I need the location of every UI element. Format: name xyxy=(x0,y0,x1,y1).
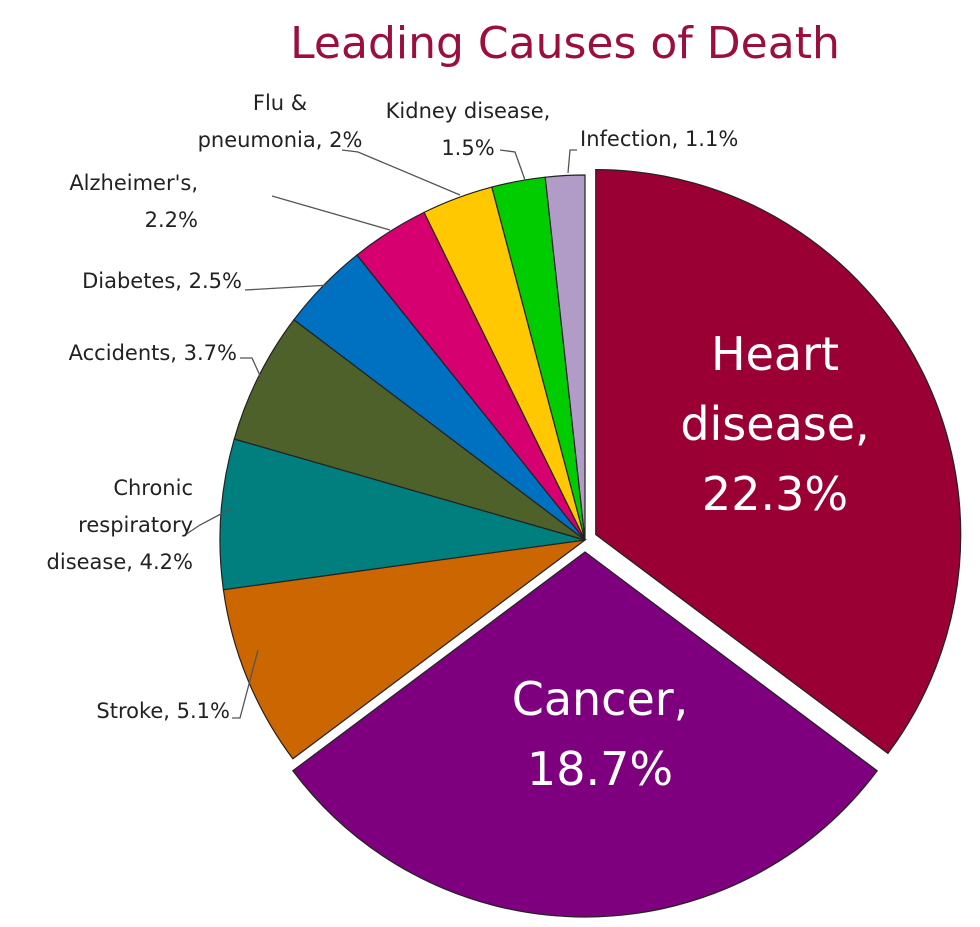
pie-slice xyxy=(222,539,588,760)
slice-label: Kidney disease, 1.5% xyxy=(386,99,551,160)
chart-title: Leading Causes of Death xyxy=(290,18,840,69)
pie-slice xyxy=(544,174,586,541)
slice-labels: Heart disease, 22.3% Cancer, 18.7% Stroke, 5.… xyxy=(47,91,870,796)
leader-line xyxy=(240,357,263,381)
leader-line xyxy=(567,149,577,174)
slice-label: Diabetes, 2.5% xyxy=(82,269,242,293)
leader-line xyxy=(184,507,233,536)
pie-slice xyxy=(291,551,879,918)
slice-label: Heart disease, 22.3% xyxy=(680,327,869,521)
pie-slice xyxy=(595,169,962,755)
slice-label: Stroke, 5.1% xyxy=(96,699,230,723)
leader-lines xyxy=(184,149,577,719)
leader-line xyxy=(271,195,391,231)
slice-label: Chronic respiratory disease, 4.2% xyxy=(47,476,193,574)
slice-label: Accidents, 3.7% xyxy=(69,341,237,365)
leader-line xyxy=(499,149,526,181)
slice-label: Cancer, 18.7% xyxy=(512,672,689,796)
pie-slice xyxy=(233,318,586,541)
slice-label: Alzheimer's, 2.2% xyxy=(69,171,198,232)
leader-line xyxy=(341,149,461,196)
slice-label: Infection, 1.1% xyxy=(580,127,738,151)
pie-slices xyxy=(219,169,962,918)
leader-line xyxy=(232,649,259,719)
slice-label: Flu & pneumonia, 2% xyxy=(198,91,363,152)
leader-line xyxy=(244,284,331,291)
